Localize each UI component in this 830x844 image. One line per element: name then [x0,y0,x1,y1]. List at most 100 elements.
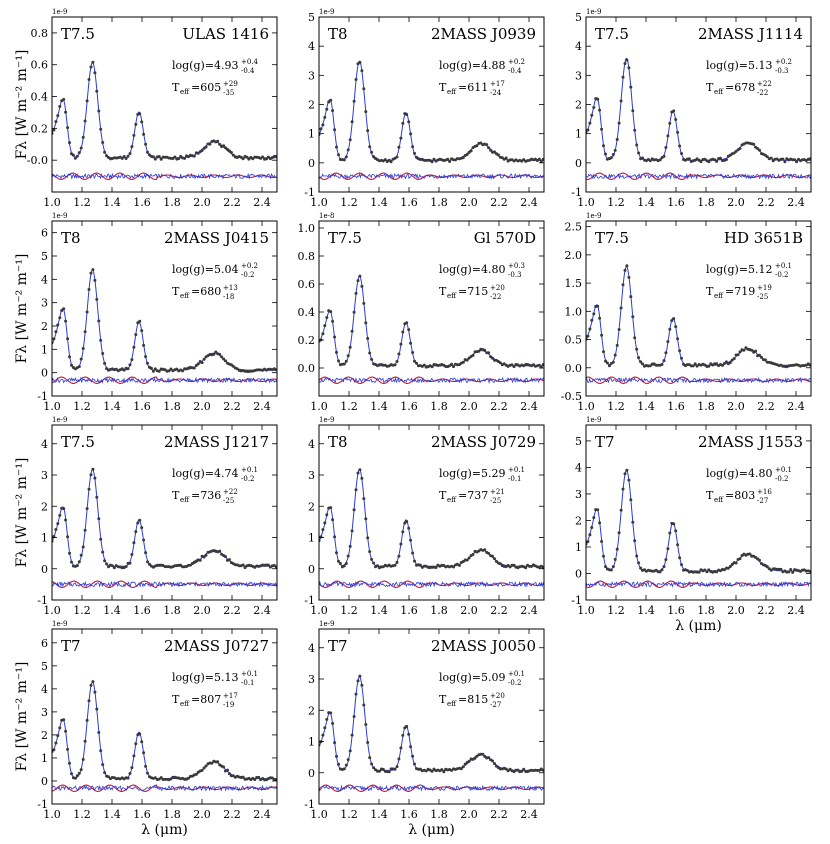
data-point [196,362,200,366]
data-point [617,328,621,331]
data-point [407,526,411,530]
data-point [362,497,366,501]
axes-frame [585,220,812,397]
axes-frame [318,220,545,397]
data-point [73,156,77,160]
data-point [130,358,134,362]
x-tick-label: 1.8 [163,196,181,209]
data-point [175,367,179,371]
data-point [366,129,370,133]
data-point [325,513,329,517]
teff-subscript: eff [714,88,724,96]
data-point [66,747,70,751]
data-point [68,761,71,765]
scale-label: 1e-9 [319,8,334,16]
data-point [627,478,631,482]
y-axis-label: Fλ [W m⁻² m⁻¹] [14,50,30,160]
data-point [79,553,83,557]
data-point [157,155,161,158]
data-point [130,553,134,556]
data-point [231,153,235,157]
y-tick-label: 2.0 [565,249,583,262]
data-point [660,568,664,572]
data-point [62,97,66,101]
data-point [401,121,405,125]
y-tick-label: 2 [41,729,48,742]
logg-lower-error: -0.1 [508,475,522,483]
data-point [405,725,409,728]
y-tick-label: 0 [575,157,582,170]
data-point [358,468,362,472]
residual-data-line [586,172,811,180]
data-point [144,142,148,146]
y-tick-label: 0.8 [31,27,49,40]
data-point [397,145,401,149]
data-point [498,562,502,566]
data-point [635,143,639,147]
data-point [52,337,56,341]
teff-upper-error: +16 [757,488,772,496]
data-point [399,542,403,546]
x-tick-label: 2.4 [787,196,805,209]
data-point [204,553,208,557]
data-point [722,362,726,365]
data-point [590,113,594,117]
data-point [674,325,678,329]
data-point [440,768,444,772]
data-point [149,366,153,370]
residual-data-line [319,784,544,792]
y-tick-label: 4 [575,40,582,53]
data-point [81,347,85,350]
data-point [795,160,799,164]
data-point [619,99,623,103]
logg-upper-error: +0.1 [508,670,525,678]
data-point [397,757,401,761]
data-point [159,776,163,780]
residual-data-line [319,173,544,180]
data-point [188,563,192,567]
data-point [623,472,627,476]
x-tick-label: 1.0 [43,400,61,413]
data-point [789,568,793,571]
data-point [629,498,633,502]
data-point [487,551,491,555]
teff-lower-error: -25 [757,293,768,301]
spectral-type: T7 [328,637,348,655]
data-point [204,764,208,768]
data-point [520,769,524,773]
data-point [364,110,368,114]
data-point [619,508,623,512]
data-point [596,304,600,308]
data-point [101,352,105,355]
data-point [66,337,70,341]
data-point [344,763,348,767]
x-tick-label: 2.0 [193,808,211,821]
data-point [487,756,491,760]
y-tick-label: -1 [37,594,48,607]
y-tick-label: 1 [41,343,48,356]
axes-frame [585,424,812,601]
data-point [615,547,619,551]
data-point [750,348,754,352]
teff-value: =680 [191,285,221,298]
data-point [442,770,446,774]
data-point [81,135,85,139]
teff-symbol: T [172,693,180,706]
data-point [95,495,99,499]
data-point [319,127,323,131]
data-point [266,563,270,567]
data-point [101,763,105,767]
y-tick-label: 3 [308,69,315,82]
x-tick-label: 2.2 [490,400,508,413]
data-point [356,279,360,283]
object-name: ULAS 1416 [182,25,269,43]
x-tick-label: 1.0 [43,196,61,209]
axes-frame [318,424,545,601]
data-point [611,153,615,156]
data-point [596,97,600,101]
data-point [97,731,101,734]
data-point [672,109,676,113]
data-point [617,531,621,535]
data-point [138,319,142,323]
data-point [674,118,678,121]
